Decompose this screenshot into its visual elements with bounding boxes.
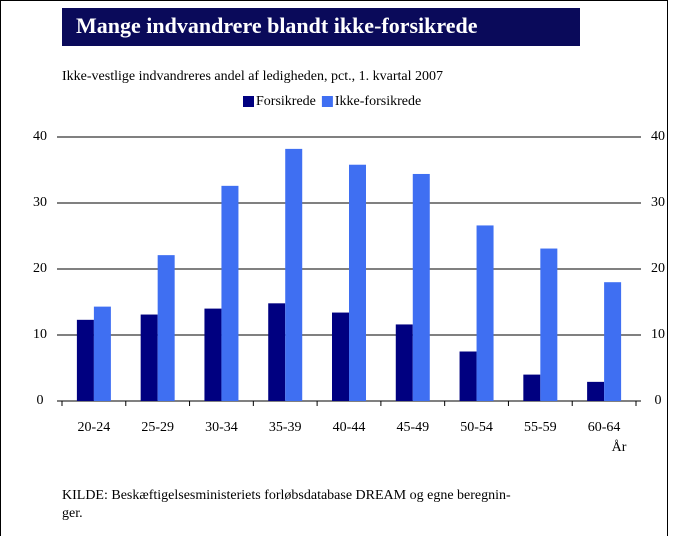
bar [587, 381, 605, 401]
bar [93, 306, 111, 401]
x-axis-label: År [612, 439, 627, 455]
x-tick-label: 45-49 [396, 420, 429, 435]
y-tick-label: 0 [37, 393, 44, 408]
bar [604, 282, 622, 401]
x-tick-label: 30-34 [205, 420, 238, 435]
bar [157, 255, 175, 401]
bar [459, 351, 477, 401]
bar [395, 324, 413, 401]
x-tick-label: 35-39 [269, 420, 302, 435]
y2-tick-label: 10 [651, 327, 665, 342]
y-tick-label: 20 [33, 261, 47, 276]
y2-tick-label: 20 [651, 261, 665, 276]
bar [332, 312, 349, 401]
y-tick-label: 30 [33, 195, 47, 210]
chart-title: Mange indvandrere blandt ikke-forsikrede [76, 13, 478, 38]
bar [76, 319, 94, 401]
source: ger. [62, 506, 83, 521]
bar [285, 148, 303, 401]
bar [476, 225, 494, 401]
x-tick-label: 60-64 [588, 420, 621, 435]
legend-swatch [321, 96, 333, 107]
bar [349, 164, 366, 401]
subtitle: Ikke-vestlige indvandreres andel af ledi… [62, 69, 443, 84]
y2-tick-label: 30 [651, 195, 665, 210]
legend-label: Forsikrede [256, 94, 316, 109]
x-tick-label: 55-59 [524, 420, 557, 435]
x-tick-label: 20-24 [78, 420, 111, 435]
legend-swatch [243, 96, 254, 107]
source: KILDE: Beskæftigelsesministeriets forløb… [62, 488, 511, 503]
bar [221, 185, 239, 401]
title-box [62, 8, 580, 46]
bar [523, 374, 541, 401]
x-tick-label: 50-54 [460, 420, 493, 435]
bar [268, 303, 286, 401]
x-tick-label: 25-29 [141, 420, 174, 435]
bar [412, 173, 430, 401]
y-tick-label: 40 [33, 129, 47, 144]
y2-tick-label: 40 [651, 129, 665, 144]
x-tick-label: 40-44 [333, 420, 366, 435]
legend-label: Ikke-forsikrede [335, 94, 421, 109]
bar [140, 314, 158, 401]
bar [540, 248, 558, 401]
y2-tick-label: 0 [655, 393, 662, 408]
y-tick-label: 10 [33, 327, 47, 342]
bar [204, 308, 222, 401]
